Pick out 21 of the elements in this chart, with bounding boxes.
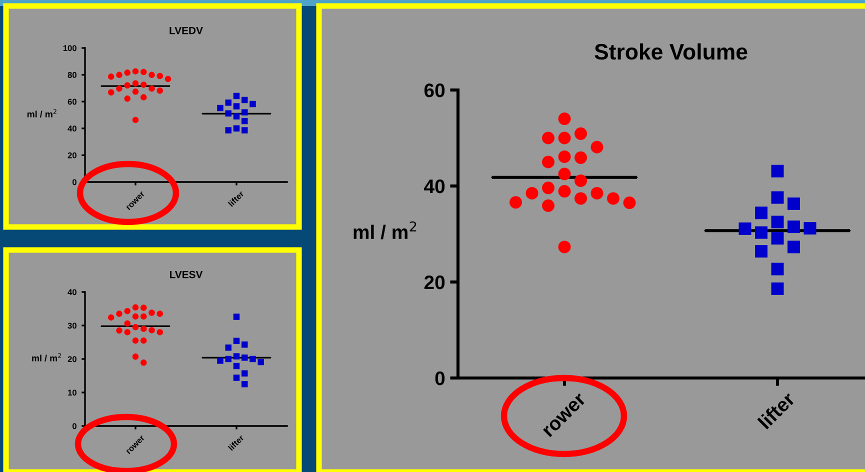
y-tick-label: 40 <box>424 179 445 194</box>
y-tick-label: 0 <box>72 423 76 430</box>
y-tick-label: 40 <box>68 289 76 296</box>
chart-title: LVEDV <box>170 26 203 34</box>
y-axis-title: ml / m$^{2}$ <box>354 221 416 240</box>
y-tick-label: 60 <box>424 83 445 98</box>
y-tick-label: 0 <box>72 179 76 186</box>
y-tick-label: 10 <box>68 390 76 396</box>
y-axis-title: ml / m$^{2}$ <box>32 353 62 362</box>
y-tick-label: 80 <box>68 72 76 78</box>
y-tick-label: 0 <box>435 371 445 386</box>
y-tick-label: 20 <box>424 275 445 290</box>
y-tick-label: 40 <box>68 126 76 132</box>
y-tick-label: 20 <box>68 356 76 362</box>
chart-title: Stroke Volume <box>594 43 748 60</box>
y-tick-label: 100 <box>63 45 76 52</box>
y-tick-label: 20 <box>68 152 76 158</box>
y-axis-title: ml / m$^{2}$ <box>27 109 56 118</box>
y-tick-label: 60 <box>68 98 76 105</box>
y-tick-label: 30 <box>68 322 76 329</box>
chart-title: LVESV <box>170 270 203 278</box>
